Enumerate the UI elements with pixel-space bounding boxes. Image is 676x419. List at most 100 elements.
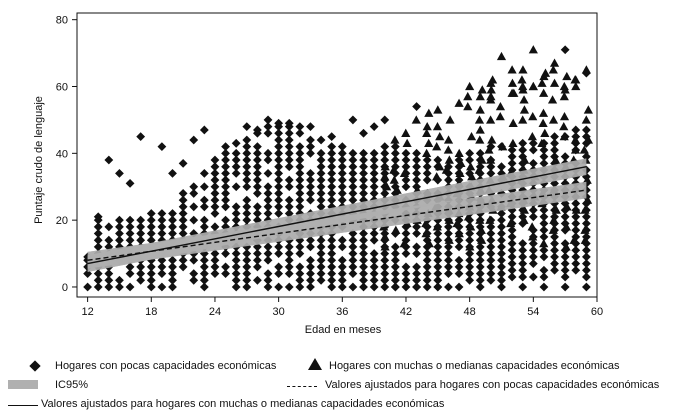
data-point-diamond xyxy=(274,148,284,158)
data-point-triangle xyxy=(466,222,476,231)
data-point-diamond xyxy=(221,269,230,279)
data-point-diamond xyxy=(550,259,559,268)
data-point-diamond xyxy=(507,232,517,242)
data-point-diamond xyxy=(465,235,475,245)
data-point-diamond xyxy=(539,265,549,275)
data-point-triangle xyxy=(435,162,445,171)
data-point-triangle xyxy=(399,168,410,178)
data-point-triangle xyxy=(486,155,496,164)
data-point-diamond xyxy=(497,242,506,252)
data-point-triangle xyxy=(486,91,496,101)
data-point-diamond xyxy=(316,275,326,285)
data-point-diamond xyxy=(359,189,368,198)
data-point-diamond xyxy=(242,195,252,205)
data-point-diamond xyxy=(242,255,252,265)
data-point-diamond xyxy=(369,175,379,185)
data-point-diamond xyxy=(507,152,517,162)
data-point-diamond xyxy=(422,155,432,165)
data-point-triangle xyxy=(559,91,569,101)
data-point-triangle xyxy=(508,118,518,127)
data-point-diamond xyxy=(295,182,305,192)
data-point-diamond xyxy=(359,148,368,158)
data-point-triangle xyxy=(475,105,485,114)
data-point-diamond xyxy=(93,269,103,279)
data-point-diamond xyxy=(359,242,368,252)
data-point-diamond xyxy=(253,262,262,272)
data-point-diamond xyxy=(295,269,305,279)
data-point-triangle xyxy=(551,155,561,164)
data-point-diamond xyxy=(253,148,262,158)
data-point-diamond xyxy=(528,138,538,148)
data-point-diamond xyxy=(274,249,284,258)
data-point-diamond xyxy=(284,195,294,205)
data-point-triangle xyxy=(518,81,528,91)
data-point-diamond xyxy=(178,255,188,265)
data-point-diamond xyxy=(560,152,570,162)
fitted-lines-layer xyxy=(87,158,587,272)
data-point-diamond xyxy=(359,155,368,165)
data-point-diamond xyxy=(306,282,315,292)
data-point-triangle xyxy=(422,148,432,158)
data-point-diamond xyxy=(146,229,156,238)
data-point-triangle xyxy=(507,78,518,87)
data-point-diamond xyxy=(465,229,475,238)
data-point-triangle xyxy=(562,71,572,81)
data-point-diamond xyxy=(390,148,400,158)
data-point-diamond xyxy=(231,215,241,225)
data-point-triangle xyxy=(421,228,431,238)
data-point-diamond xyxy=(263,209,273,218)
data-point-diamond xyxy=(199,168,209,178)
data-point-diamond xyxy=(560,259,570,268)
data-point-triangle xyxy=(548,65,558,74)
data-point-diamond xyxy=(412,222,421,232)
data-point-diamond xyxy=(486,275,496,285)
data-point-diamond xyxy=(539,205,549,215)
data-point-diamond xyxy=(295,189,305,198)
data-point-diamond xyxy=(359,249,368,258)
data-point-diamond xyxy=(178,222,188,232)
data-point-triangle xyxy=(475,215,485,224)
data-point-diamond xyxy=(316,168,326,178)
data-point-diamond xyxy=(412,102,421,111)
data-point-diamond xyxy=(136,275,146,285)
data-point-diamond xyxy=(263,282,273,292)
data-point-triangle xyxy=(528,45,538,54)
data-point-triangle xyxy=(463,212,474,221)
data-point-diamond xyxy=(412,148,421,158)
data-point-diamond xyxy=(115,229,124,238)
data-point-triangle xyxy=(380,232,390,241)
data-point-diamond xyxy=(274,282,284,292)
data-point-triangle xyxy=(486,115,496,124)
data-point-diamond xyxy=(380,275,390,285)
data-point-diamond xyxy=(486,162,496,172)
legend-triangle-marker xyxy=(308,358,322,370)
data-point-diamond xyxy=(390,142,400,152)
data-point-diamond xyxy=(475,249,485,258)
data-point-diamond xyxy=(528,259,538,268)
legend-label-ci: IC95% xyxy=(55,379,89,391)
data-point-diamond xyxy=(560,45,570,55)
data-point-diamond xyxy=(369,168,379,178)
data-point-diamond xyxy=(486,255,496,265)
data-point-diamond xyxy=(210,168,220,178)
data-point-diamond xyxy=(422,282,432,292)
data-point-diamond xyxy=(539,152,549,162)
data-point-diamond xyxy=(199,282,209,292)
data-point-diamond xyxy=(263,168,273,178)
data-point-triangle xyxy=(389,175,399,184)
data-point-diamond xyxy=(178,215,188,225)
data-point-diamond xyxy=(284,282,294,292)
data-point-diamond xyxy=(306,242,315,252)
data-point-diamond xyxy=(242,135,252,145)
data-point-triangle xyxy=(495,101,506,111)
data-point-diamond xyxy=(518,145,528,155)
data-point-diamond xyxy=(125,222,135,232)
data-point-diamond xyxy=(454,235,464,245)
data-point-diamond xyxy=(380,249,390,258)
data-point-diamond xyxy=(231,138,241,148)
data-point-diamond xyxy=(571,219,581,228)
data-point-triangle xyxy=(560,85,570,94)
data-point-diamond xyxy=(369,189,379,198)
data-point-diamond xyxy=(306,122,315,131)
